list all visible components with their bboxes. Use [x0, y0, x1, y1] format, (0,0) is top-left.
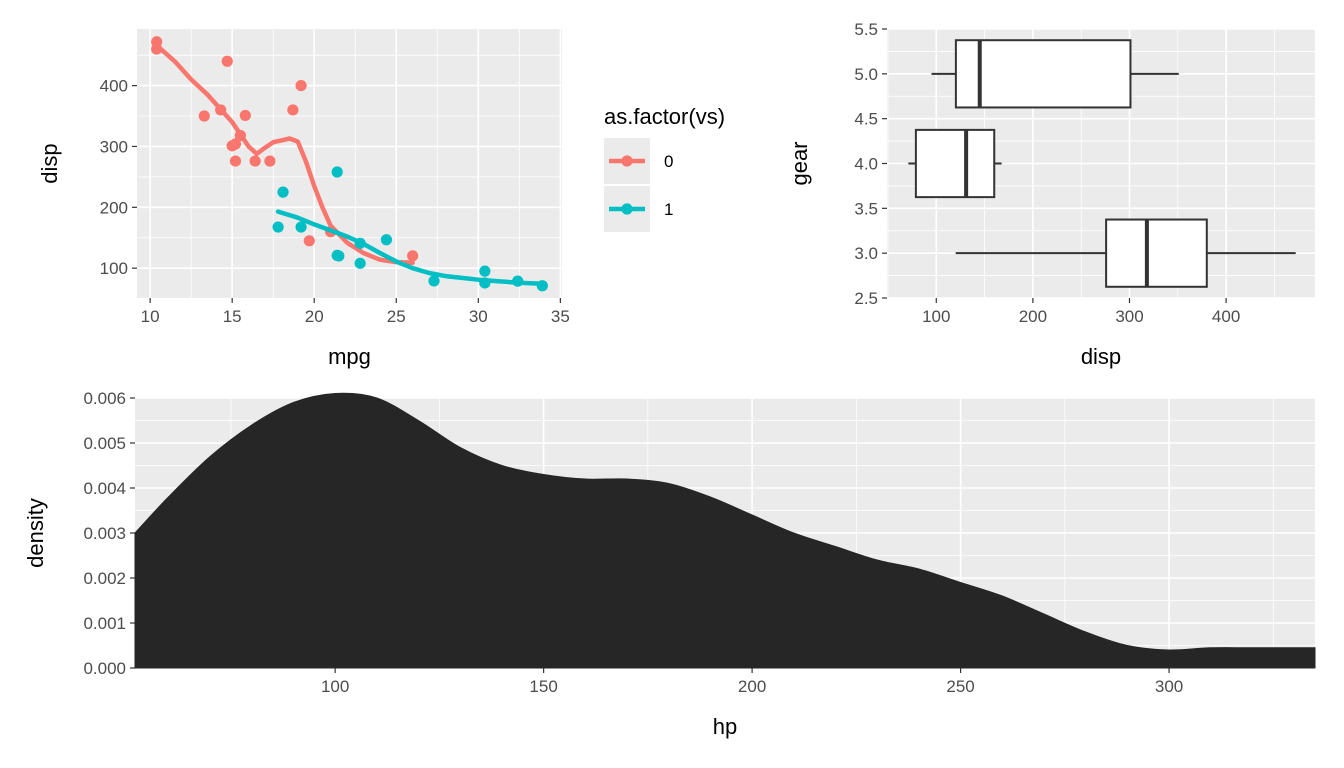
scatter-x-tick-label: 30	[469, 307, 488, 326]
boxplot-y-tick-label: 3.5	[854, 199, 878, 218]
data-point-series-0	[234, 129, 246, 142]
boxplot-y-axis-title: gear	[787, 141, 812, 185]
data-point-series-0	[303, 235, 315, 247]
boxplot-y-tick-label: 3.0	[854, 244, 878, 263]
density-panel: 100 150 200 250 300 0.000 0.001 0.002 0.003 0.004…	[23, 389, 1316, 739]
data-point-series-1	[536, 280, 548, 292]
density-y-tick-label: 0.004	[83, 479, 126, 498]
scatter-x-tick-label: 25	[387, 307, 406, 326]
density-area	[134, 392, 1316, 669]
density-y-tick-label: 0.003	[83, 524, 126, 543]
legend: as.factor(vs) 0 1	[604, 104, 725, 232]
scatter-y-tick-label: 400	[100, 77, 128, 96]
data-point-series-0	[221, 55, 233, 67]
legend-label: 0	[664, 152, 673, 171]
data-point-series-1	[380, 234, 393, 246]
boxplot-y-tick-label: 2.5	[854, 289, 878, 308]
scatter-x-tick-label: 10	[141, 307, 160, 326]
boxplot-x-tick-label: 400	[1212, 307, 1240, 326]
boxplot-x-axis-title: disp	[1081, 344, 1121, 369]
scatter-panel: 10 15 20 25 30 35 100 200 300 400 mpg disp	[37, 29, 570, 369]
scatter-y-tick-label: 200	[100, 198, 128, 217]
scatter-x-tick-label: 35	[551, 307, 570, 326]
data-point-series-0	[407, 250, 419, 262]
data-point-series-1	[272, 221, 284, 233]
data-point-series-0	[287, 104, 299, 116]
legend-key-point	[621, 203, 633, 215]
legend-key-point	[621, 155, 633, 167]
scatter-y-tick-label: 100	[100, 259, 128, 278]
data-point-series-0	[151, 43, 163, 55]
data-point-series-1	[512, 275, 524, 287]
box-gear-5	[954, 39, 1132, 109]
boxplot-y-tick-label: 5.5	[854, 20, 878, 39]
data-point-series-1	[333, 250, 345, 262]
data-point-series-1	[331, 166, 343, 178]
data-point-series-1	[479, 277, 491, 289]
scatter-y-axis-title: disp	[37, 143, 62, 183]
data-point-series-0	[229, 155, 242, 167]
scatter-y-tick-label: 300	[100, 137, 128, 156]
boxplot-y-tick-label: 4.0	[854, 155, 878, 174]
data-point-series-1	[479, 265, 491, 277]
density-x-tick-label: 250	[946, 677, 974, 696]
data-point-series-0	[264, 155, 276, 167]
density-x-axis-title: hp	[713, 714, 737, 739]
smooth-line-series-1	[275, 209, 545, 286]
box-gear-4	[914, 128, 996, 199]
data-point-series-1	[354, 237, 366, 249]
boxplot-x-tick-label: 100	[922, 307, 950, 326]
density-y-tick-label: 0.005	[83, 434, 126, 453]
data-point-series-0	[198, 110, 210, 122]
density-x-tick-label: 200	[738, 677, 766, 696]
legend-title: as.factor(vs)	[604, 104, 725, 129]
density-y-axis-title: density	[23, 498, 48, 568]
data-point-series-1	[428, 275, 440, 287]
legend-label: 1	[664, 200, 673, 219]
box-gear-3	[1105, 218, 1208, 288]
density-x-tick-label: 150	[529, 677, 557, 696]
data-point-series-0	[239, 109, 251, 122]
density-y-tick-label: 0.001	[83, 614, 126, 633]
boxplot-x-tick-label: 200	[1019, 307, 1047, 326]
data-point-series-0	[229, 138, 242, 150]
density-y-tick-label: 0.006	[83, 389, 126, 408]
scatter-x-tick-label: 15	[223, 307, 242, 326]
density-y-tick-label: 0.002	[83, 569, 126, 588]
data-point-series-1	[277, 186, 289, 198]
scatter-plot-background	[137, 29, 562, 298]
data-point-series-0	[295, 79, 307, 92]
density-x-tick-label: 100	[321, 677, 349, 696]
data-point-series-0	[249, 155, 261, 167]
density-x-tick-label: 300	[1155, 677, 1183, 696]
boxplot-x-tick-label: 300	[1115, 307, 1143, 326]
density-y-tick-label: 0.000	[83, 659, 126, 678]
boxplot-y-tick-label: 5.0	[854, 65, 878, 84]
data-point-series-0	[215, 104, 227, 116]
data-point-series-1	[354, 257, 366, 269]
boxplot-y-tick-label: 4.5	[854, 110, 878, 129]
scatter-x-axis-title: mpg	[328, 344, 371, 369]
scatter-x-tick-label: 20	[305, 307, 324, 326]
data-point-series-1	[295, 221, 307, 233]
boxplot-panel: 100 200 300 400 2.5 3.0 3.5 4.0 4.5 5.0 5.5 disp gea…	[787, 20, 1315, 369]
